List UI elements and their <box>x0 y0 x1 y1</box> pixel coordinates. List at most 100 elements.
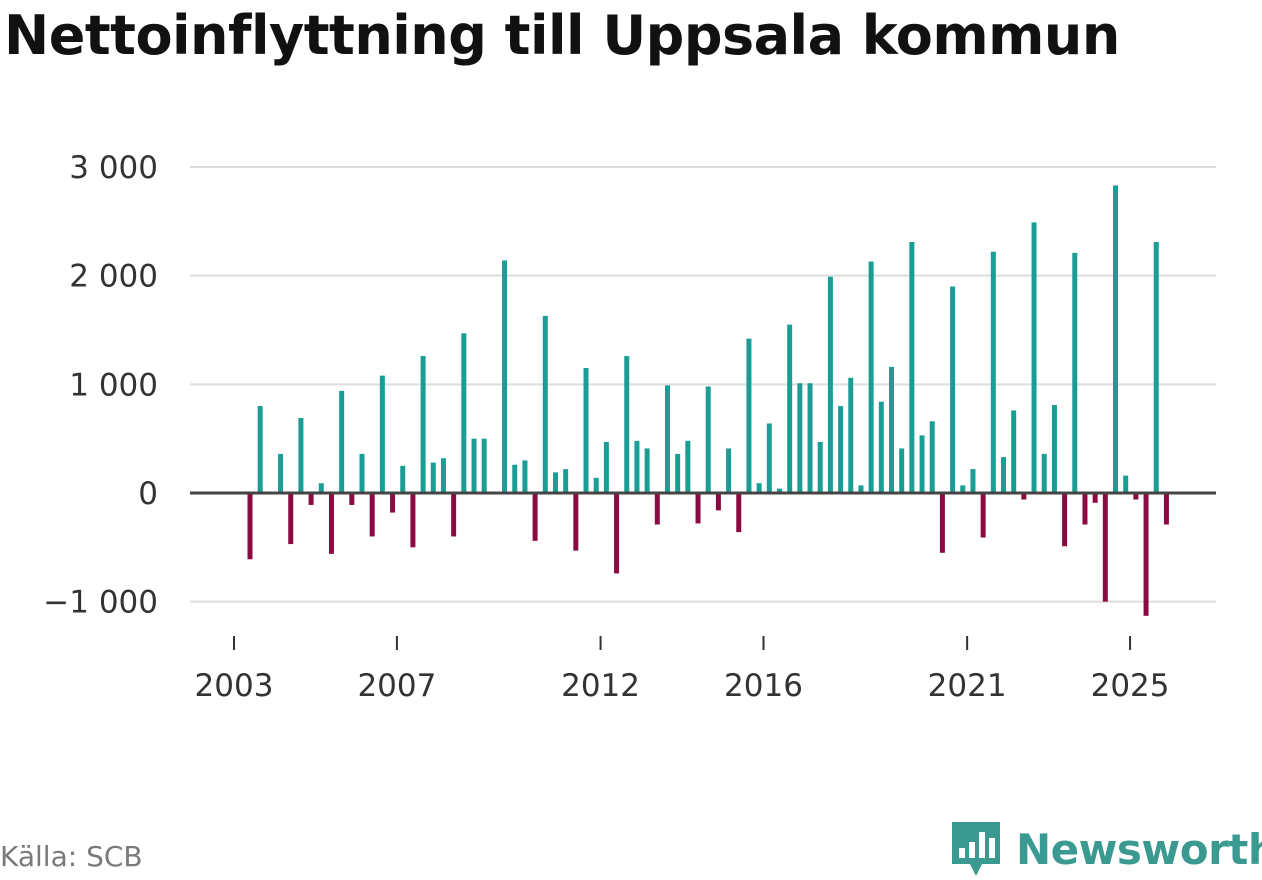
bar <box>542 315 548 493</box>
bar <box>603 441 609 493</box>
newsworthy-logo[interactable]: Newsworthy <box>950 818 1262 880</box>
bar <box>970 469 976 493</box>
bar <box>848 377 854 493</box>
bar <box>624 356 630 493</box>
bar <box>929 421 935 493</box>
bar <box>552 472 558 493</box>
bars <box>190 185 1216 616</box>
bar <box>573 493 579 551</box>
bar <box>776 488 782 493</box>
bar <box>430 462 436 493</box>
gridlines <box>190 166 1216 603</box>
bar <box>481 438 487 493</box>
bar <box>644 448 650 493</box>
bar <box>899 448 905 493</box>
bar <box>369 493 375 537</box>
bar <box>990 251 996 493</box>
bar <box>1123 475 1129 493</box>
bar <box>288 493 294 545</box>
x-tick-label: 2012 <box>561 668 640 704</box>
bar <box>695 493 701 524</box>
bar <box>420 356 426 493</box>
y-tick-label: 0 <box>138 476 158 512</box>
source-note: Källa: SCB <box>0 840 143 873</box>
bar <box>379 375 385 493</box>
bar <box>339 390 345 493</box>
bar <box>471 438 477 493</box>
bar <box>664 385 670 493</box>
bar <box>878 401 884 493</box>
bar <box>766 423 772 493</box>
bar <box>807 383 813 493</box>
bar <box>461 333 467 493</box>
bar <box>359 453 365 493</box>
bar <box>675 453 681 493</box>
bar <box>980 493 986 538</box>
bar <box>736 493 742 533</box>
bar <box>950 286 956 493</box>
bar <box>410 493 416 548</box>
y-axis-labels: −1 000 0 1 000 2 000 3 000 <box>43 150 158 621</box>
x-tick-label: 2003 <box>195 668 274 704</box>
bar <box>909 241 915 493</box>
x-tick-label: 2007 <box>357 668 436 704</box>
bar <box>1082 493 1088 525</box>
bar <box>868 261 874 493</box>
bar <box>563 469 569 493</box>
bar <box>614 493 620 574</box>
x-axis: 2003 2007 2012 2016 2021 2025 <box>195 636 1170 704</box>
bar <box>1113 185 1119 493</box>
bar <box>318 483 324 493</box>
bar <box>827 276 833 493</box>
bar <box>858 485 864 493</box>
bar <box>1021 493 1027 500</box>
bar <box>400 465 406 493</box>
chart-title: Nettoinflyttning till Uppsala kommun <box>4 4 1120 67</box>
bar <box>247 493 253 560</box>
x-tick-label: 2016 <box>724 668 803 704</box>
bar <box>1102 493 1108 602</box>
bar <box>746 338 752 493</box>
bar <box>502 260 508 493</box>
bar <box>1092 493 1098 503</box>
bar <box>939 493 945 553</box>
bar <box>349 493 355 505</box>
bar <box>451 493 457 537</box>
bar <box>298 418 304 493</box>
y-tick-label: 3 000 <box>69 150 158 186</box>
bar <box>787 324 793 493</box>
bar <box>390 493 396 513</box>
bar <box>817 441 823 493</box>
bar <box>440 458 446 493</box>
bar <box>960 485 966 493</box>
bar <box>797 383 803 493</box>
bar <box>593 477 599 493</box>
bar <box>888 366 894 493</box>
bar <box>257 406 263 493</box>
brand-name: Newsworthy <box>1016 824 1262 874</box>
bar <box>1001 457 1007 493</box>
bar <box>1062 493 1068 547</box>
bar <box>1133 493 1139 500</box>
bar <box>1011 410 1017 493</box>
bar <box>532 493 538 541</box>
bar <box>715 493 721 511</box>
bar <box>685 440 691 493</box>
bar <box>634 440 640 493</box>
bar <box>1143 493 1149 616</box>
bar <box>328 493 334 554</box>
x-tick-label: 2025 <box>1091 668 1170 704</box>
y-tick-label: 2 000 <box>69 259 158 295</box>
bar <box>1163 493 1169 525</box>
bar <box>1041 453 1047 493</box>
bar <box>1072 252 1078 493</box>
bar <box>308 493 314 505</box>
bar <box>1051 404 1057 493</box>
y-tick-label: 1 000 <box>69 367 158 403</box>
bar <box>1153 241 1159 493</box>
bar <box>654 493 660 525</box>
bar <box>726 448 732 493</box>
bar <box>583 368 589 493</box>
bar <box>756 483 762 493</box>
